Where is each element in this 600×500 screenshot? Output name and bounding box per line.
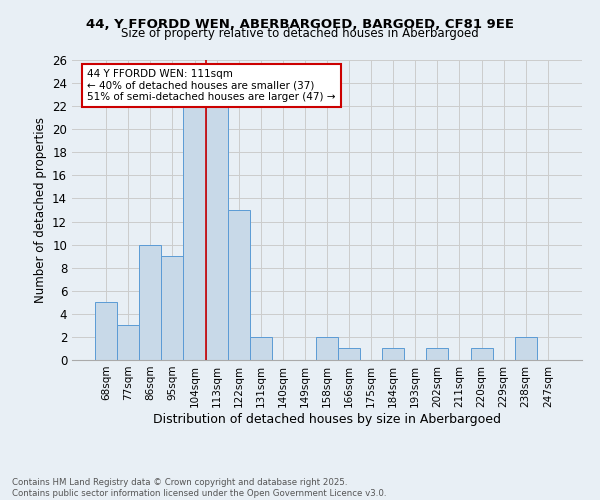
Bar bbox=[161, 256, 184, 360]
Bar bbox=[227, 210, 250, 360]
Bar bbox=[117, 326, 139, 360]
X-axis label: Distribution of detached houses by size in Aberbargoed: Distribution of detached houses by size … bbox=[153, 412, 501, 426]
Bar bbox=[316, 337, 338, 360]
Bar bbox=[470, 348, 493, 360]
Bar bbox=[338, 348, 360, 360]
Bar bbox=[95, 302, 117, 360]
Bar bbox=[139, 244, 161, 360]
Text: Size of property relative to detached houses in Aberbargoed: Size of property relative to detached ho… bbox=[121, 28, 479, 40]
Bar bbox=[184, 106, 206, 360]
Bar bbox=[515, 337, 537, 360]
Text: Contains HM Land Registry data © Crown copyright and database right 2025.
Contai: Contains HM Land Registry data © Crown c… bbox=[12, 478, 386, 498]
Text: 44, Y FFORDD WEN, ABERBARGOED, BARGOED, CF81 9EE: 44, Y FFORDD WEN, ABERBARGOED, BARGOED, … bbox=[86, 18, 514, 30]
Bar bbox=[382, 348, 404, 360]
Bar bbox=[427, 348, 448, 360]
Text: 44 Y FFORDD WEN: 111sqm
← 40% of detached houses are smaller (37)
51% of semi-de: 44 Y FFORDD WEN: 111sqm ← 40% of detache… bbox=[88, 69, 336, 102]
Bar bbox=[250, 337, 272, 360]
Y-axis label: Number of detached properties: Number of detached properties bbox=[34, 117, 47, 303]
Bar bbox=[206, 106, 227, 360]
